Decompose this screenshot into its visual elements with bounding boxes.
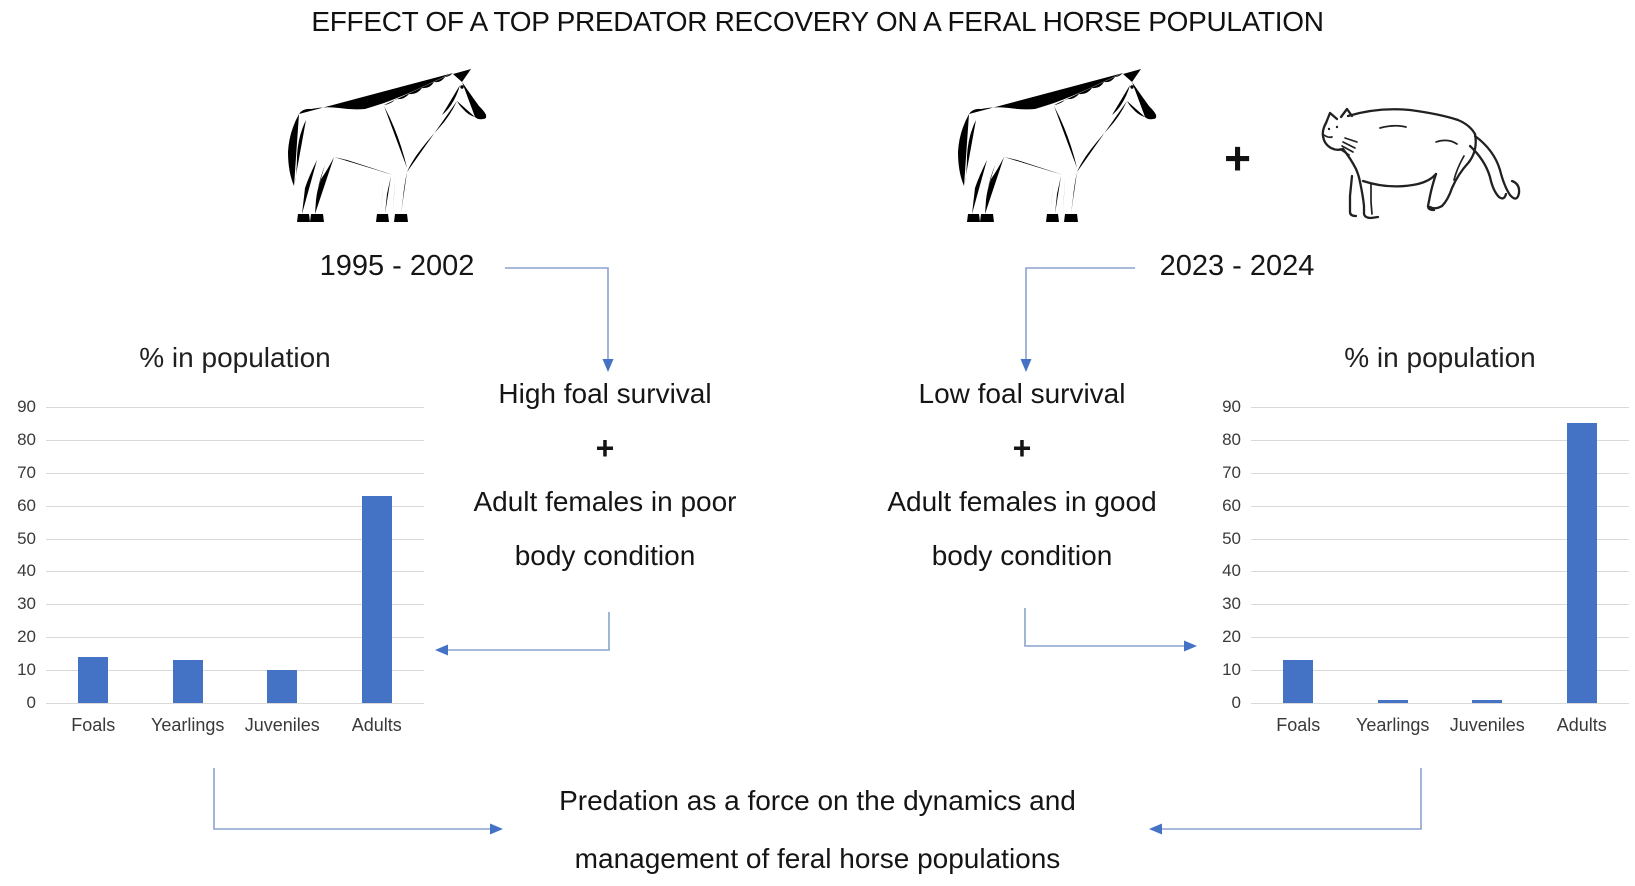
conclusion-line: management of feral horse populations bbox=[574, 843, 1061, 874]
y-axis-tick-label: 40 bbox=[17, 561, 36, 581]
x-axis-category-label: Adults bbox=[1556, 715, 1607, 735]
y-axis-tick-label: 10 bbox=[17, 660, 36, 680]
period-label-right: 2023 - 2024 bbox=[1159, 250, 1315, 282]
figure-title: EFFECT OF A TOP PREDATOR RECOVERY ON A F… bbox=[311, 6, 1324, 37]
y-axis-tick-label: 10 bbox=[1222, 660, 1241, 680]
condition-line: Adult females in good bbox=[887, 486, 1157, 517]
period-label-left: 1995 - 2002 bbox=[319, 250, 475, 282]
x-axis-category-label: Foals bbox=[71, 715, 116, 735]
cougar-icon bbox=[1321, 107, 1521, 220]
bar bbox=[1472, 699, 1503, 703]
arrow-text-to-right-chart bbox=[1024, 608, 1197, 652]
y-axis-tick-label: 70 bbox=[17, 462, 36, 482]
chart-title: % in population bbox=[139, 342, 331, 373]
y-axis-tick-label: 80 bbox=[1222, 429, 1241, 449]
x-axis-category-label: Foals bbox=[1276, 715, 1321, 735]
bar bbox=[1566, 423, 1597, 703]
horse-icon bbox=[958, 69, 1157, 222]
condition-line: body condition bbox=[931, 540, 1113, 571]
gridline bbox=[1251, 439, 1629, 441]
x-axis-category-label: Adults bbox=[351, 715, 402, 735]
x-axis-category-label: Yearlings bbox=[151, 715, 225, 735]
y-axis-tick-label: 90 bbox=[17, 397, 36, 416]
bar bbox=[267, 670, 298, 703]
x-axis-category-label: Juveniles bbox=[244, 715, 320, 735]
bar bbox=[172, 660, 203, 703]
y-axis-tick-label: 20 bbox=[1222, 627, 1241, 647]
gridline bbox=[1251, 407, 1629, 408]
arrow-period-right-to-text bbox=[1020, 267, 1135, 372]
y-axis-tick-label: 70 bbox=[1222, 462, 1241, 482]
y-axis-tick-label: 50 bbox=[17, 528, 36, 548]
gridline bbox=[46, 439, 424, 441]
y-axis-tick-label: 30 bbox=[1222, 594, 1241, 614]
gridline bbox=[46, 604, 424, 606]
chart-title: % in population bbox=[1344, 342, 1536, 373]
gridline bbox=[1251, 472, 1629, 474]
y-axis-tick-label: 60 bbox=[17, 495, 36, 515]
arrow-text-to-left-chart bbox=[435, 612, 610, 656]
bar bbox=[78, 656, 109, 703]
condition-line: Low foal survival bbox=[918, 378, 1126, 409]
y-axis-tick-label: 80 bbox=[17, 429, 36, 449]
bar-chart-left: % in population 0 10 20 30 40 50 60 70 80 90 Foals Y… bbox=[0, 338, 430, 738]
y-axis-tick-label: 50 bbox=[1222, 528, 1241, 548]
arrow-period-left-to-text bbox=[505, 267, 614, 372]
gridline bbox=[1251, 505, 1629, 507]
condition-line: High foal survival bbox=[498, 378, 712, 409]
y-axis-tick-label: 0 bbox=[1231, 693, 1241, 712]
gridline bbox=[1251, 604, 1629, 606]
gridline bbox=[1251, 637, 1629, 639]
gridline bbox=[46, 703, 424, 704]
bar-chart-right: % in population 0 10 20 30 40 50 60 70 80 90 Foals Y… bbox=[1205, 338, 1635, 738]
condition-block-right: Low foal survival + Adult females in goo… bbox=[852, 378, 1192, 572]
horse-icon bbox=[288, 69, 487, 222]
condition-block-left: High foal survival + Adult females in po… bbox=[435, 378, 775, 572]
bar bbox=[361, 495, 392, 703]
condition-line: Adult females in poor bbox=[473, 486, 737, 517]
gridline bbox=[46, 407, 424, 408]
gridline bbox=[46, 637, 424, 639]
plus-sign: + bbox=[1224, 132, 1251, 184]
conclusion-text: Predation as a force on the dynamics and… bbox=[0, 784, 1635, 876]
gridline bbox=[1251, 703, 1629, 704]
conclusion-line: Predation as a force on the dynamics and bbox=[559, 785, 1076, 816]
bar bbox=[1377, 699, 1408, 703]
bar bbox=[1283, 660, 1314, 703]
x-axis-category-label: Yearlings bbox=[1356, 715, 1430, 735]
gridline bbox=[46, 505, 424, 507]
condition-line: body condition bbox=[514, 540, 696, 571]
gridline bbox=[46, 472, 424, 474]
gridline bbox=[46, 538, 424, 540]
gridline bbox=[1251, 571, 1629, 573]
y-axis-tick-label: 90 bbox=[1222, 397, 1241, 416]
gridline bbox=[1251, 670, 1629, 672]
gridline bbox=[1251, 538, 1629, 540]
y-axis-tick-label: 40 bbox=[1222, 561, 1241, 581]
gridline bbox=[46, 571, 424, 573]
plus-sign: + bbox=[1012, 430, 1032, 466]
y-axis-tick-label: 20 bbox=[17, 627, 36, 647]
gridline bbox=[46, 670, 424, 672]
plus-sign: + bbox=[595, 430, 615, 466]
y-axis-tick-label: 60 bbox=[1222, 495, 1241, 515]
x-axis-category-label: Juveniles bbox=[1449, 715, 1525, 735]
y-axis-tick-label: 30 bbox=[17, 594, 36, 614]
y-axis-tick-label: 0 bbox=[26, 693, 36, 712]
